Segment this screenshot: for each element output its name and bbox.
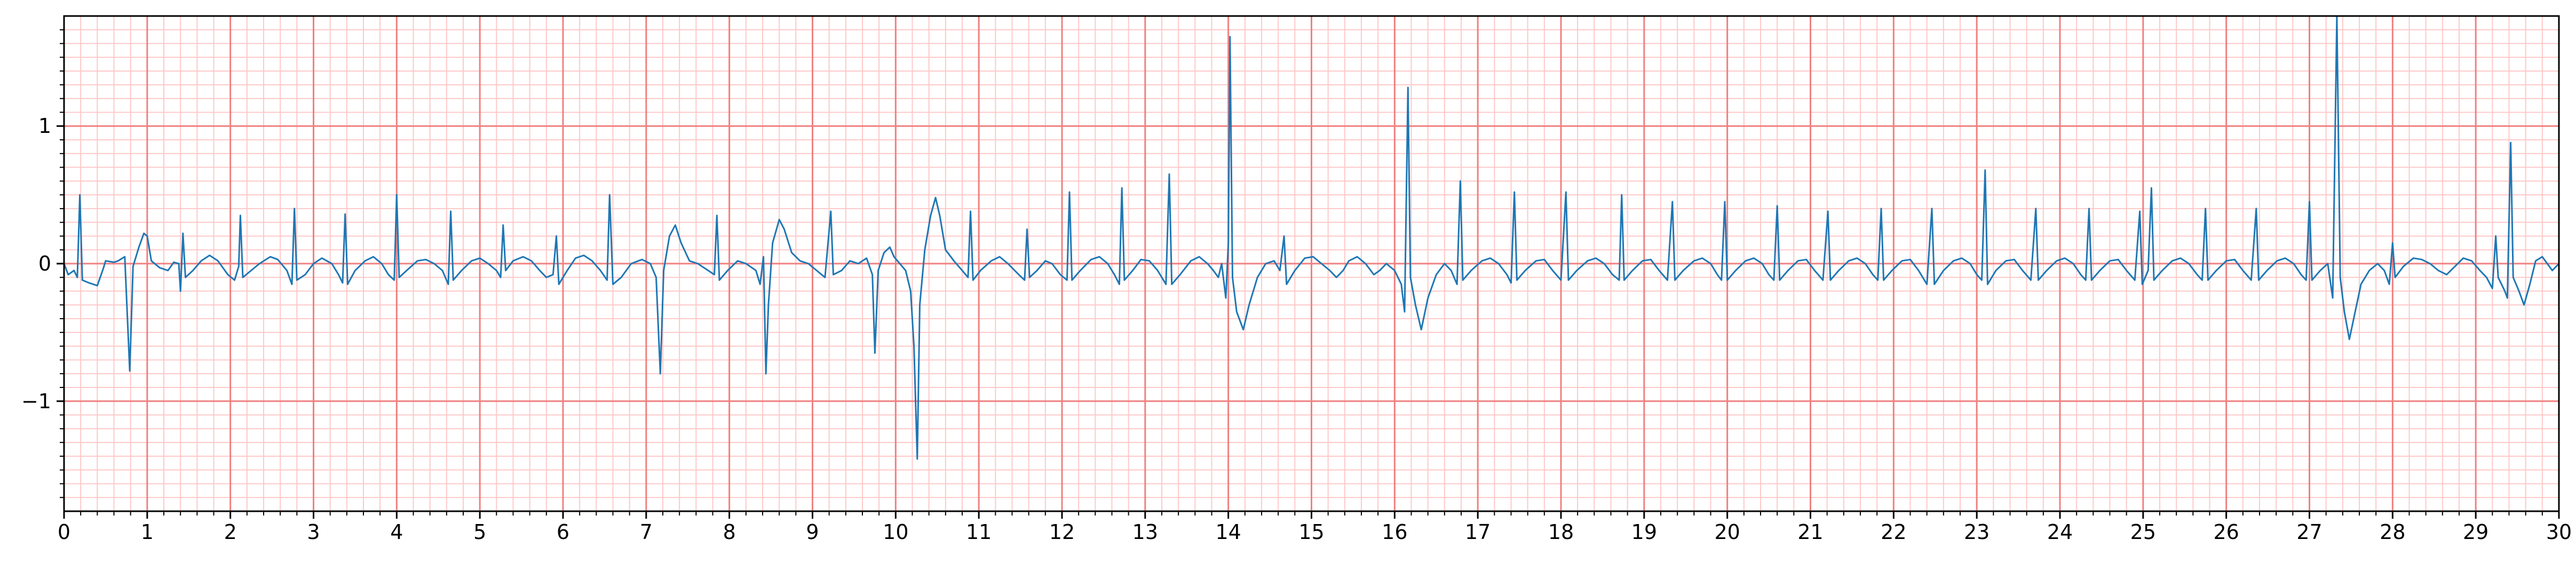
x-tick-label: 0 [58,520,70,544]
x-tick-label: 15 [1298,520,1324,544]
x-tick-label: 28 [2380,520,2405,544]
x-tick-label: 25 [2130,520,2156,544]
x-tick-label: 14 [1215,520,1241,544]
x-tick-label: 13 [1132,520,1158,544]
ecg-series-line [63,15,2560,460]
x-tick-label: 20 [1714,520,1740,544]
y-tick-label: 0 [38,252,51,275]
x-tick-label: 22 [1881,520,1906,544]
y-axis-ticks: −1 0 1 [21,29,64,498]
x-tick-label: 6 [557,520,569,544]
x-tick-label: 2 [224,520,237,544]
x-tick-label: 16 [1382,520,1407,544]
y-tick-label: 1 [38,114,51,138]
x-tick-label: 26 [2213,520,2239,544]
x-tick-label: 1 [141,520,154,544]
x-tick-label: 27 [2296,520,2322,544]
x-tick-label: 30 [2546,520,2572,544]
x-tick-label: 9 [806,520,819,544]
y-tick-label: −1 [21,390,51,413]
series-layer [63,15,2560,460]
x-tick-label: 3 [307,520,320,544]
x-tick-label: 8 [723,520,736,544]
x-tick-label: 12 [1049,520,1075,544]
x-tick-label: 5 [473,520,486,544]
x-axis-ticks: 0 1 2 3 4 5 6 7 8 9 10 11 12 13 14 15 16 17 18 19 20 21 22 23 24… [58,511,2572,544]
x-tick-label: 23 [1964,520,1990,544]
x-tick-label: 17 [1465,520,1491,544]
x-tick-label: 4 [390,520,403,544]
x-tick-label: 10 [883,520,908,544]
x-tick-label: 19 [1631,520,1657,544]
x-tick-label: 29 [2463,520,2488,544]
x-tick-label: 11 [966,520,992,544]
x-tick-label: 18 [1548,520,1574,544]
x-tick-label: 7 [640,520,653,544]
x-tick-label: 24 [2047,520,2073,544]
x-tick-label: 21 [1797,520,1823,544]
major-grid [63,16,2560,511]
